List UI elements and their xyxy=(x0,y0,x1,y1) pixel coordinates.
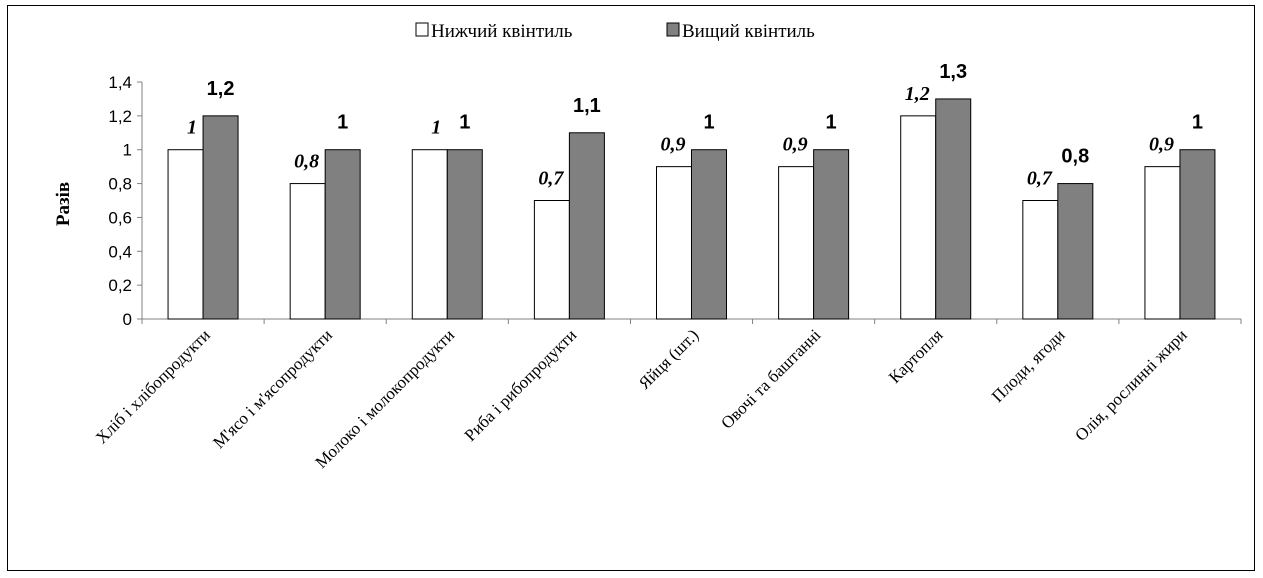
y-tick-label: 0 xyxy=(123,310,132,329)
data-label-high: 1 xyxy=(1192,112,1203,134)
data-label-high: 1 xyxy=(459,112,470,134)
bar-high-quintile xyxy=(692,150,727,319)
data-label-low: 0,7 xyxy=(538,168,564,190)
y-tick-label: 0,2 xyxy=(108,276,132,295)
x-category-label: Риба і рибопродукти xyxy=(461,325,581,445)
data-label-high: 1,1 xyxy=(573,95,601,117)
bar-low-quintile xyxy=(901,116,936,319)
data-label-high: 1 xyxy=(337,112,348,134)
legend-swatch-high xyxy=(667,23,679,36)
data-label-high: 0,8 xyxy=(1061,146,1089,168)
data-label-low: 1 xyxy=(187,117,197,139)
x-category-label: Овочі та баштанні xyxy=(717,325,824,432)
data-label-high: 1 xyxy=(703,112,714,134)
bar-low-quintile xyxy=(1023,201,1058,320)
y-tick-label: 0,4 xyxy=(108,242,132,261)
data-label-high: 1 xyxy=(826,112,837,134)
y-tick-label: 1 xyxy=(123,141,132,160)
data-label-low: 0,8 xyxy=(294,151,319,173)
bar-high-quintile xyxy=(1180,150,1215,319)
y-axis-label: Разів xyxy=(53,182,74,226)
x-category-label: Плоди, ягоди xyxy=(988,325,1069,406)
data-label-high: 1,2 xyxy=(207,78,235,100)
y-tick-label: 0,6 xyxy=(108,208,132,227)
bar-high-quintile xyxy=(203,116,238,319)
data-label-low: 0,7 xyxy=(1027,168,1053,190)
data-label-low: 0,9 xyxy=(661,134,686,156)
legend-label-high: Вищий квінтиль xyxy=(682,21,815,42)
bar-high-quintile xyxy=(447,150,482,319)
legend-label-low: Нижчий квінтиль xyxy=(431,21,573,42)
bar-high-quintile xyxy=(569,133,604,319)
data-label-low: 1,2 xyxy=(905,83,930,105)
x-category-label: Картопля xyxy=(885,325,947,387)
legend-swatch-low xyxy=(416,23,428,36)
bar-high-quintile xyxy=(814,150,849,319)
bar-high-quintile xyxy=(1058,184,1093,319)
data-label-low: 1 xyxy=(431,117,441,139)
bar-high-quintile xyxy=(936,99,971,319)
y-tick-label: 1,2 xyxy=(108,107,132,126)
data-label-low: 0,9 xyxy=(1149,134,1174,156)
bar-low-quintile xyxy=(1145,167,1180,319)
bar-high-quintile xyxy=(325,150,360,319)
bar-low-quintile xyxy=(779,167,814,319)
bar-low-quintile xyxy=(290,184,325,319)
y-tick-label: 1,4 xyxy=(108,73,132,92)
bar-low-quintile xyxy=(534,201,569,320)
bar-low-quintile xyxy=(657,167,692,319)
data-label-low: 0,9 xyxy=(783,134,808,156)
x-category-label: Хліб і хлібопродукти xyxy=(92,325,214,447)
data-label-high: 1,3 xyxy=(939,61,967,83)
bar-low-quintile xyxy=(412,150,447,319)
x-category-label: Яйця (шт.) xyxy=(635,325,702,392)
y-tick-label: 0,8 xyxy=(108,175,132,194)
legend: Нижчий квінтиль Вищий квінтиль xyxy=(416,21,815,42)
x-category-label: М'ясо і м'ясопродукти xyxy=(209,325,336,452)
x-category-label: Олія, рослинні жири xyxy=(1071,325,1190,444)
bar-low-quintile xyxy=(168,150,203,319)
x-category-label: Молоко і молокопродукти xyxy=(312,325,459,472)
